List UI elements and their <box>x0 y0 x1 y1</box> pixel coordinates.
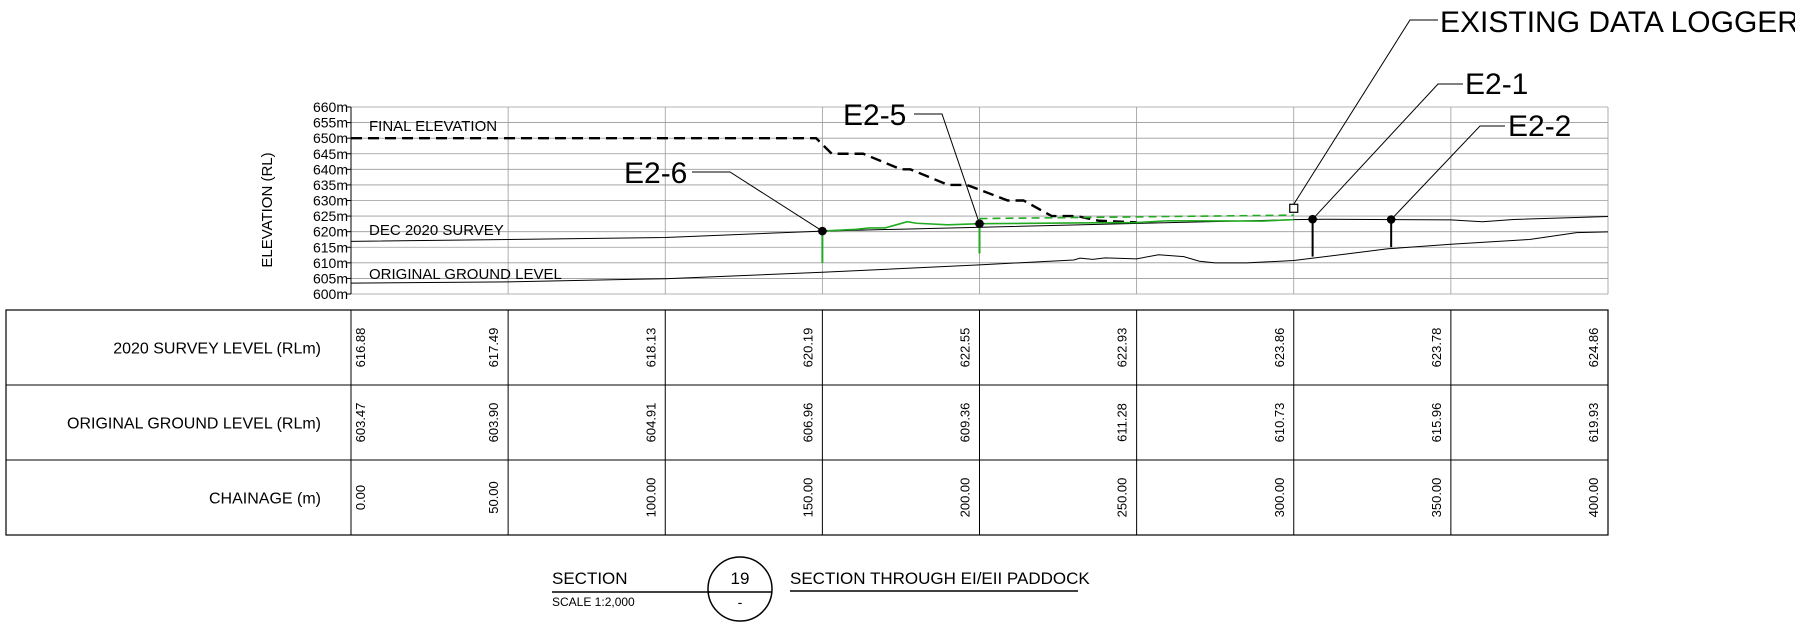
profile-line-4 <box>979 214 1294 220</box>
table-cell: 350.00 <box>1429 478 1444 518</box>
section-number: 19 <box>731 569 750 588</box>
y-tick-label: 605m <box>313 270 348 286</box>
table-cell: 603.90 <box>486 403 501 443</box>
section-number-circle <box>707 556 773 622</box>
scale-label: SCALE 1:2,000 <box>552 595 635 609</box>
y-tick-label: 635m <box>313 177 348 193</box>
callout-leader-line <box>914 113 980 224</box>
y-tick-label: 625m <box>313 208 348 224</box>
table-cell: 200.00 <box>958 478 973 518</box>
table-cell: 611.28 <box>1115 403 1130 442</box>
table-cell: 615.96 <box>1429 403 1444 443</box>
table-cell: 150.00 <box>800 478 815 518</box>
table-cell: 609.36 <box>958 403 973 443</box>
callout-leader-line <box>1293 19 1438 205</box>
y-tick-label: 660m <box>313 99 348 115</box>
data-table: 2020 SURVEY LEVEL (RLm) 616.88 617.49 618.1… <box>5 309 1609 536</box>
table-cell: 0.00 <box>353 485 368 510</box>
table-cell: 619.93 <box>1586 403 1601 443</box>
y-tick-label: 620m <box>313 224 348 240</box>
table-cell: 617.49 <box>486 328 501 368</box>
y-tick-label: 600m <box>313 286 348 302</box>
table-cell: 622.55 <box>958 328 973 368</box>
y-tick-label: 640m <box>313 161 348 177</box>
callout-leader-line <box>1312 83 1463 220</box>
callout-leader-line <box>1390 125 1505 220</box>
table-cell: 623.86 <box>1272 328 1287 368</box>
instrument-markers <box>817 203 1397 263</box>
callout-leader-line <box>692 171 823 232</box>
table-cell: 606.96 <box>800 403 815 443</box>
table-row-label: ORIGINAL GROUND LEVEL (RLm) <box>67 416 321 433</box>
table-cell: 620.19 <box>800 328 815 368</box>
callout-e2-6: E2-6 <box>624 157 687 190</box>
y-tick-label: 645m <box>313 146 348 162</box>
y-tick-label: 630m <box>313 193 348 209</box>
y-axis-label: ELEVATION (RL) <box>259 152 276 267</box>
table-cell: 616.88 <box>353 328 368 368</box>
table-border <box>5 309 1609 536</box>
original-ground-level-label: ORIGINAL GROUND LEVEL <box>369 266 562 283</box>
final-elevation-label: FINAL ELEVATION <box>369 118 497 135</box>
y-tick-label: 650m <box>313 130 348 146</box>
table-row-label: 2020 SURVEY LEVEL (RLm) <box>113 341 321 358</box>
callout-e2-2: E2-2 <box>1508 110 1571 143</box>
table-cell: 622.93 <box>1115 328 1130 368</box>
table-cell: 300.00 <box>1272 478 1287 518</box>
sheet-reference: - <box>738 594 743 610</box>
table-cell: 618.13 <box>643 328 658 368</box>
profile-line-2 <box>350 231 1609 284</box>
table-row-label: CHAINAGE (m) <box>209 491 321 508</box>
profile-line-3 <box>822 218 1294 232</box>
callout-e2-5: E2-5 <box>843 99 906 132</box>
table-cell: 100.00 <box>643 478 658 518</box>
profile-line-labels: FINAL ELEVATION DEC 2020 SURVEY ORIGINAL… <box>369 118 562 283</box>
table-cell: 610.73 <box>1272 403 1287 443</box>
table-cell: 624.86 <box>1586 328 1601 368</box>
section-label: SECTION <box>552 569 628 588</box>
marker-callouts: E2-6 E2-5 E2-1 E2-2 EXISTING DATA LOGGER <box>624 6 1795 232</box>
y-tick-label: 610m <box>313 255 348 271</box>
callout-e2-1: E2-1 <box>1465 68 1528 101</box>
y-tick-label: 655m <box>313 115 348 131</box>
profile-line-0 <box>351 136 1137 224</box>
table-cell: 603.47 <box>353 403 368 443</box>
table-cell: 604.91 <box>643 403 658 443</box>
section-title: SECTION THROUGH EI/EII PADDOCK <box>790 569 1090 588</box>
table-cell: 623.78 <box>1429 328 1444 368</box>
data-logger-symbol <box>1289 203 1299 213</box>
table-cell: 400.00 <box>1586 478 1601 518</box>
table-cell: 250.00 <box>1115 478 1130 518</box>
y-axis-tick-labels: 660m655m650m645m640m635m630m625m620m615m… <box>313 99 348 302</box>
table-cell: 50.00 <box>486 481 501 514</box>
dec-2020-survey-label: DEC 2020 SURVEY <box>369 222 504 239</box>
title-block: SECTION SCALE 1:2,000 19 - SECTION THROU… <box>552 556 1090 622</box>
callout-existing-data-logger: EXISTING DATA LOGGER <box>1440 6 1795 39</box>
y-tick-label: 615m <box>313 239 348 255</box>
